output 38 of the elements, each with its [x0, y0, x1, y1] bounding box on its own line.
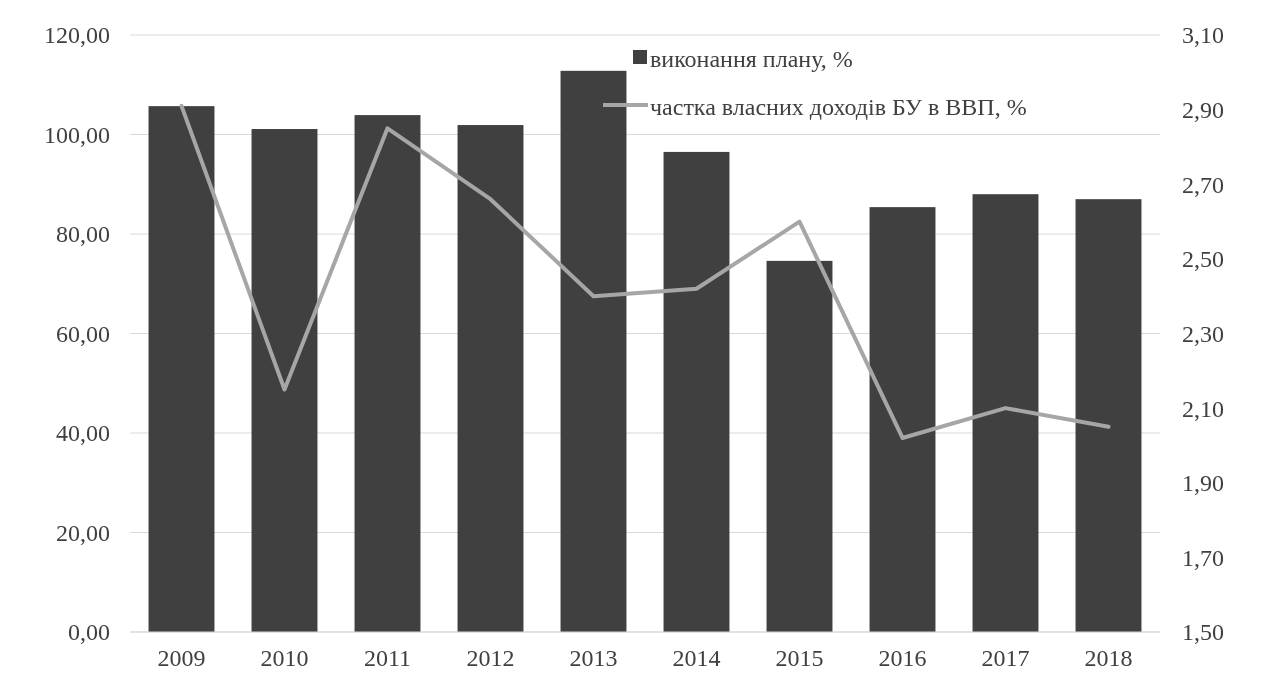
x-tick-label: 2015: [775, 645, 824, 671]
bar: [972, 194, 1039, 632]
y2-tick-label: 1,90: [1182, 470, 1224, 497]
x-tick-label: 2017: [981, 645, 1030, 671]
bar: [148, 106, 215, 632]
y2-tick-label: 3,10: [1182, 22, 1224, 49]
x-tick-label: 2009: [157, 645, 206, 671]
y-tick-label: 80,00: [56, 221, 110, 248]
y2-tick-label: 1,70: [1182, 544, 1224, 571]
bar: [1075, 199, 1142, 632]
y-tick-label: 120,00: [44, 22, 110, 49]
bar: [869, 207, 936, 632]
bar: [457, 125, 524, 632]
y2-tick-label: 2,30: [1182, 320, 1224, 347]
y2-tick-label: 2,50: [1182, 246, 1224, 273]
y2-tick-label: 2,70: [1182, 171, 1224, 198]
y-tick-label: 20,00: [56, 519, 110, 546]
x-tick-label: 2013: [569, 645, 618, 671]
x-tick-label: 2012: [466, 645, 515, 671]
legend-label: частка власних доходів БУ в ВВП, %: [650, 94, 1027, 121]
bar: [354, 115, 421, 632]
x-tick-label: 2018: [1084, 645, 1133, 671]
y-tick-label: 40,00: [56, 420, 110, 447]
x-tick-label: 2014: [672, 645, 721, 671]
x-tick-label: 2010: [260, 645, 309, 671]
y-tick-label: 60,00: [56, 320, 110, 347]
legend-label: виконання плану, %: [650, 46, 853, 73]
y2-tick-label: 1,50: [1182, 619, 1224, 646]
bar: [251, 129, 318, 632]
y-tick-label: 0,00: [68, 619, 110, 646]
x-tick-label: 2016: [878, 645, 927, 671]
bar: [766, 260, 833, 632]
y-tick-label: 100,00: [44, 121, 110, 148]
x-tick-label: 2011: [363, 645, 412, 671]
y2-tick-label: 2,90: [1182, 97, 1224, 124]
bar: [663, 151, 730, 632]
bar: [560, 70, 627, 632]
y2-tick-label: 2,10: [1182, 395, 1224, 422]
